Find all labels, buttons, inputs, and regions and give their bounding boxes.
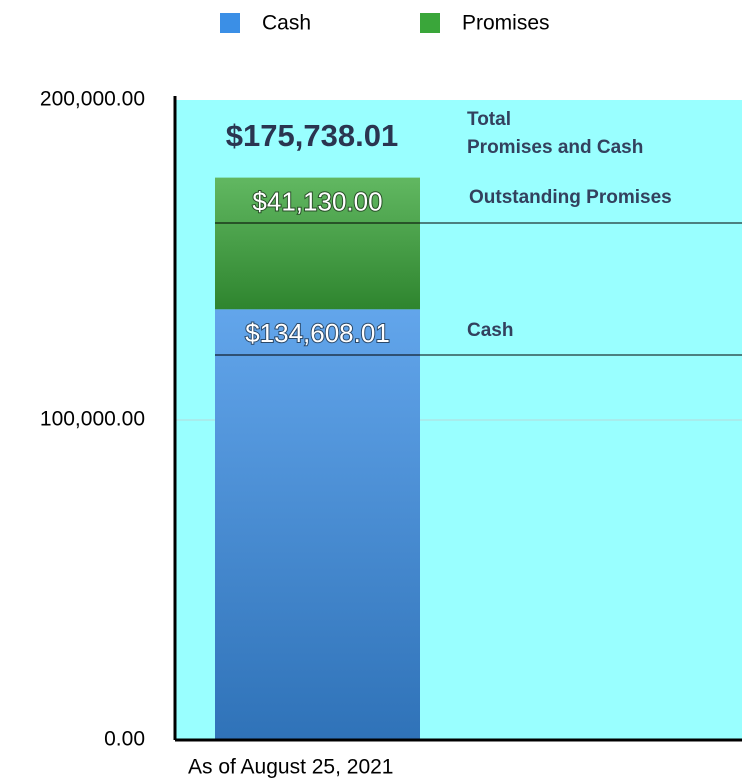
bar-shade: [215, 177, 420, 310]
annotation: Total: [467, 109, 511, 130]
y-tick-label: 0.00: [104, 728, 145, 751]
y-tick-label: 100,000.00: [40, 408, 145, 431]
legend-label: Cash: [262, 12, 311, 35]
annotation: Outstanding Promises: [469, 187, 672, 208]
bar-shade: [215, 309, 420, 740]
y-tick-label: 200,000.00: [40, 88, 145, 111]
legend-swatch: [220, 13, 240, 33]
legend-label: Promises: [462, 12, 550, 35]
value-label: $41,130.00: [252, 187, 382, 217]
annotation: Cash: [467, 320, 513, 341]
value-label: $134,608.01: [245, 318, 390, 348]
legend-swatch: [420, 13, 440, 33]
x-tick-label: As of August 25, 2021: [188, 756, 394, 779]
total-label: $175,738.01: [226, 118, 398, 153]
annotation: Promises and Cash: [467, 137, 643, 158]
